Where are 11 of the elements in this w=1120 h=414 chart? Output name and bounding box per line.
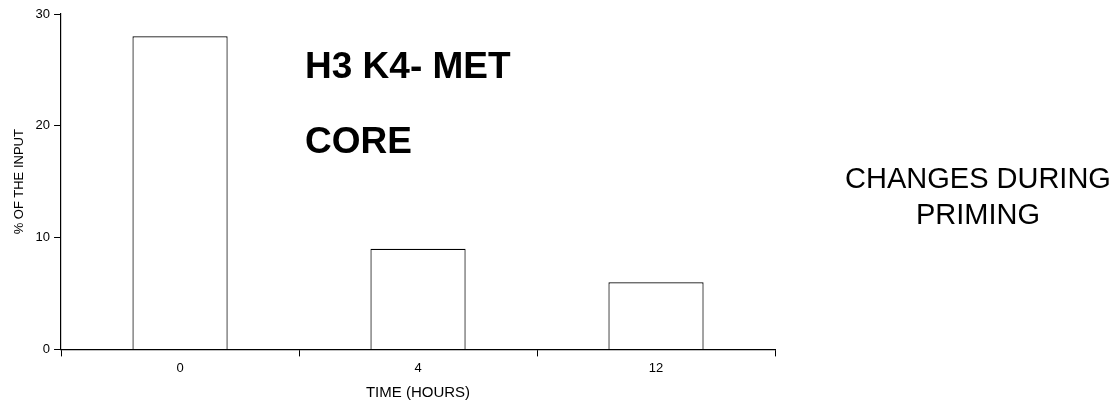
y-tick-label: 0 (42, 340, 51, 356)
y-tick-label: 20 (35, 117, 51, 133)
x-tick-label: 0 (176, 359, 184, 375)
y-tick-label: 10 (35, 229, 51, 245)
x-axis-title: TIME (HOURS) (365, 383, 471, 401)
y-tick-label: 30 (35, 5, 51, 21)
x-tick-label: 4 (414, 359, 422, 375)
text: CHANGES DURING PRIMING (844, 161, 1112, 232)
text: H3 K4- MET CORE (305, 44, 512, 163)
y-axis-title: % OF THE INPUT (11, 129, 27, 235)
x-tick-label: 12 (648, 359, 664, 375)
